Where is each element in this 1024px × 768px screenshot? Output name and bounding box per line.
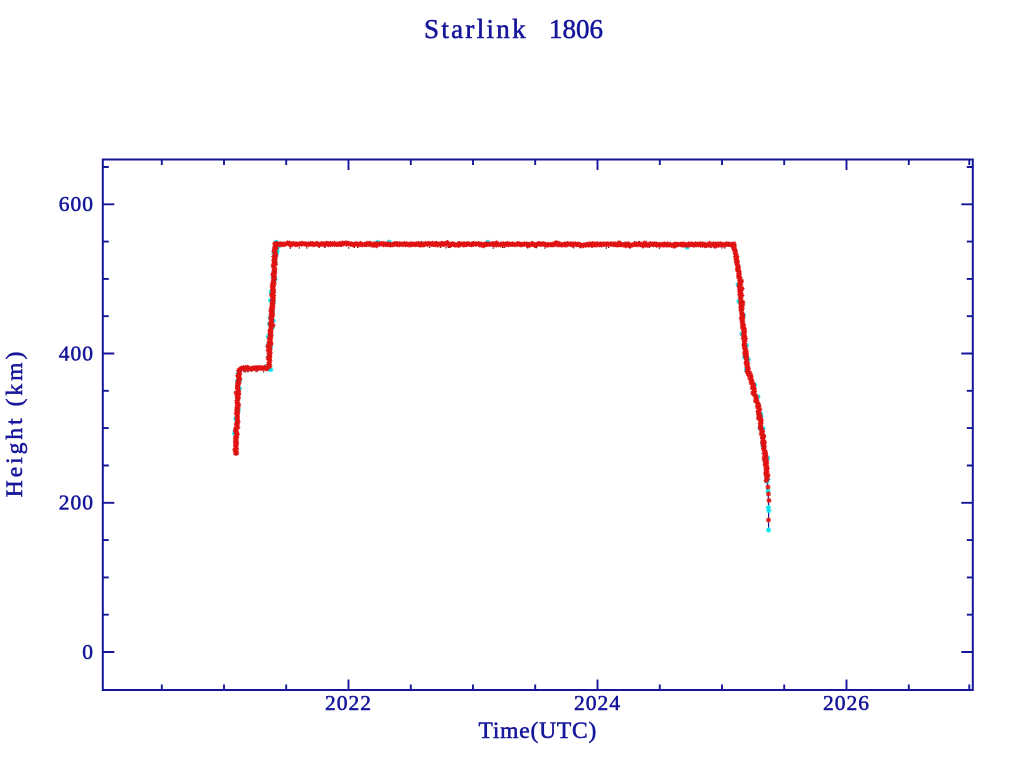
svg-text:200: 200 bbox=[59, 491, 94, 515]
svg-text:Starlink: Starlink bbox=[424, 14, 528, 44]
svg-text:2024: 2024 bbox=[574, 691, 621, 715]
svg-text:Time(UTC): Time(UTC) bbox=[478, 718, 597, 744]
svg-text:2022: 2022 bbox=[325, 691, 372, 715]
svg-text:2026: 2026 bbox=[823, 691, 870, 715]
svg-text:1806: 1806 bbox=[549, 14, 603, 44]
svg-text:0: 0 bbox=[82, 640, 94, 664]
svg-text:400: 400 bbox=[59, 341, 94, 365]
svg-text:Height (km): Height (km) bbox=[2, 349, 28, 498]
svg-text:600: 600 bbox=[59, 192, 94, 216]
